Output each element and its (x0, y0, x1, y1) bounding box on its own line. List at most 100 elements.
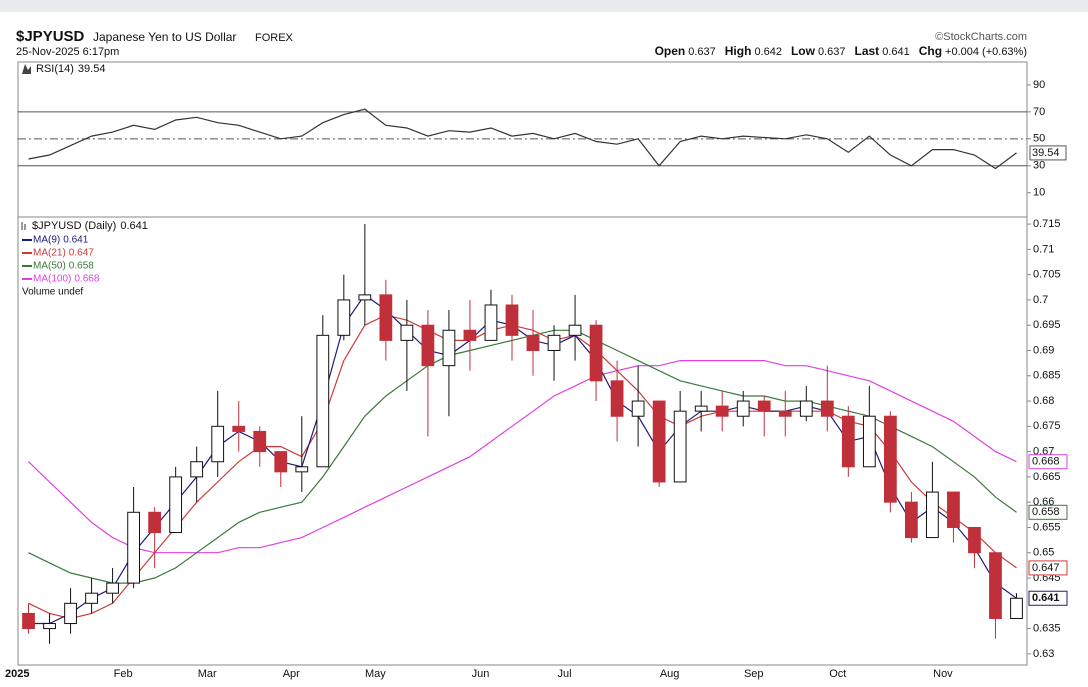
candle-body (274, 451, 288, 473)
x-tick-label: Jul (558, 668, 572, 680)
candle-body (778, 410, 792, 417)
price-frame (17, 216, 1028, 666)
x-tick-label: Aug (660, 668, 680, 680)
candle-body (85, 592, 98, 604)
last-value: 0.647 (1032, 562, 1060, 574)
last-value: 0.668 (1032, 456, 1060, 468)
candle-body (610, 380, 624, 417)
moving-average (28, 360, 1017, 554)
y-tick-label: 0.705 (1033, 269, 1061, 281)
candle-body (631, 400, 645, 417)
candle-body (358, 294, 372, 301)
candle-body (127, 511, 141, 584)
y-tick-label: 0.665 (1033, 471, 1061, 483)
last-value-box (1028, 504, 1068, 520)
candle-body (190, 461, 204, 478)
candle-body (337, 299, 351, 336)
candle-body (820, 400, 834, 417)
candle-body (421, 324, 435, 367)
quote-label: Last (855, 44, 880, 58)
candle-body (736, 400, 750, 417)
candle-body (148, 511, 162, 534)
y-tick-label: 0.655 (1033, 521, 1061, 533)
last-value-box (1028, 590, 1068, 606)
y-tick-label: 0.685 (1033, 370, 1061, 382)
legend-name: RSI(14) (36, 63, 74, 75)
y-tick-label: 0.68 (1033, 395, 1054, 407)
candle-body (400, 324, 414, 341)
legend-name: MA(21) (33, 248, 66, 259)
instrument-name: Japanese Yen to US Dollar (93, 30, 236, 44)
quote-value: +0.004 (+0.63%) (945, 46, 1027, 58)
candle-body (505, 304, 519, 336)
candle-body (547, 334, 561, 351)
y-tick-label: 70 (1033, 106, 1045, 118)
date: 25-Nov-2025 6:17pm (16, 46, 119, 58)
candle-body (926, 491, 939, 539)
candle-body (463, 329, 477, 341)
candle-body (484, 304, 498, 341)
y-tick-label: 0.7 (1033, 294, 1048, 306)
candle-body (989, 552, 1002, 619)
y-tick-label: 0.65 (1033, 547, 1054, 559)
y-tick-label: 0.675 (1033, 420, 1061, 432)
last-value-box (1029, 145, 1067, 161)
candle-body (211, 425, 225, 463)
candle-body (757, 400, 771, 412)
candle-body (841, 415, 855, 468)
quote-value: 0.641 (882, 46, 910, 58)
last-value: 39.54 (1032, 147, 1060, 159)
candle-body (295, 466, 309, 473)
last-value-box (1028, 560, 1068, 576)
x-tick-label: Feb (114, 668, 133, 680)
y-tick-label: 0.635 (1033, 622, 1061, 634)
last-value: 0.658 (1032, 506, 1060, 518)
y-tick-label: 50 (1033, 133, 1045, 145)
rsi-line (28, 108, 1017, 170)
last-value-box (1028, 454, 1068, 470)
moving-average (28, 329, 1017, 584)
quote-value: 0.637 (688, 46, 716, 58)
source: ©StockCharts.com (935, 31, 1027, 43)
quote-label: Open (655, 44, 686, 58)
candle-body (883, 415, 897, 503)
legend-value: 39.54 (78, 63, 106, 75)
exchange: FOREX (255, 32, 294, 44)
symbol: $JPYUSD (16, 28, 85, 45)
y-tick-label: 90 (1033, 79, 1045, 91)
candle-body (1010, 597, 1023, 619)
candle-body (379, 294, 393, 341)
rsi-icon (22, 64, 31, 74)
candle-body (652, 400, 666, 483)
candle-body (316, 334, 330, 468)
candle-body (442, 329, 456, 367)
legend-value: 0.641 (120, 220, 148, 232)
y-tick-label: 10 (1033, 187, 1045, 199)
candle-body (169, 476, 183, 534)
x-tick-label: May (365, 668, 386, 680)
candle-body (526, 334, 540, 351)
y-tick-label: 0.63 (1033, 648, 1054, 660)
volume-label: Volume undef (22, 287, 83, 298)
candle-body (947, 491, 960, 528)
legend-value: 0.641 (63, 235, 88, 246)
y-tick-label: 0.69 (1033, 344, 1054, 356)
x-tick-label: Sep (744, 668, 764, 680)
quote-label: High (725, 44, 752, 58)
x-tick-label: Jun (472, 668, 490, 680)
legend-value: 0.658 (69, 261, 94, 272)
candle-body (904, 501, 918, 539)
candle-body (64, 602, 77, 625)
quote-value: 0.642 (754, 46, 782, 58)
x-tick-label: Nov (933, 668, 953, 680)
quote-label: Low (791, 44, 816, 58)
candle-body (106, 582, 119, 594)
candle-body (253, 430, 267, 453)
y-tick-label: 0.715 (1033, 218, 1061, 230)
quote-label: Chg (919, 44, 942, 58)
x-tick-label: Apr (283, 668, 300, 680)
legend-name: MA(50) (33, 261, 66, 272)
y-tick-label: 30 (1033, 160, 1045, 172)
rsi-frame (17, 61, 1028, 218)
